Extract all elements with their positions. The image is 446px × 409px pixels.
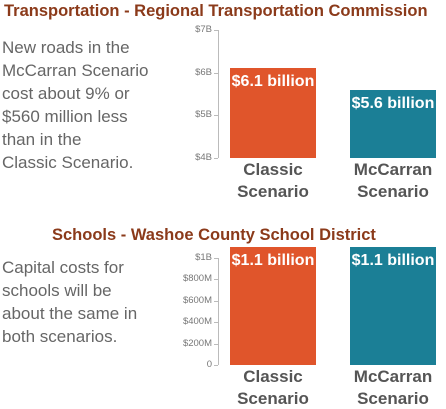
tick-mark [214, 30, 218, 31]
description-line: schools will be [2, 281, 112, 300]
description-line: cost about 9% or [2, 84, 130, 103]
y-tick-label: 0 [206, 359, 212, 370]
bar [350, 89, 436, 158]
tick-mark [214, 279, 218, 281]
y-tick-label: $5B [195, 109, 212, 121]
y-tick-label: $1B [195, 252, 212, 263]
y-tick-label: $200M [182, 337, 212, 349]
tick-mark [214, 322, 218, 324]
description-line: McCarran Scenario [2, 61, 149, 80]
bar-value-label: $1.1 billion [351, 252, 435, 270]
tick-mark [214, 300, 218, 302]
description-line: New roads in the [2, 38, 130, 57]
tick-mark [214, 115, 218, 117]
y-tick-label: $7B [195, 24, 212, 35]
tick-mark [214, 72, 218, 74]
tick-mark [214, 158, 218, 159]
chart-title: Schools - Washoe County School District [52, 226, 376, 244]
description-line: about the same in [2, 304, 138, 323]
x-tick-label: Classic Scenario [237, 367, 309, 408]
description-line: Capital costs for [2, 258, 124, 277]
y-tick-label: $600M [182, 294, 212, 306]
y-tick-label: $800M [182, 273, 212, 285]
y-tick-label: $4B [195, 152, 212, 163]
x-tick-label: McCarran Scenario [353, 160, 433, 201]
x-tick-label: Classic Scenario [237, 160, 309, 201]
description-line: both scenarios. [2, 327, 118, 346]
description-line: than in the [2, 130, 82, 149]
bar [230, 247, 316, 365]
y-axis [218, 258, 219, 365]
bar [230, 68, 316, 158]
bar-value-label: $5.6 billion [351, 94, 435, 112]
y-tick-label: $400M [182, 316, 212, 328]
x-tick-label: McCarran Scenario [353, 367, 433, 408]
bar-value-label: $6.1 billion [231, 73, 315, 91]
tick-mark [214, 365, 218, 366]
y-axis [218, 30, 219, 158]
description-line: Classic Scenario. [2, 153, 134, 172]
y-tick-label: $6B [195, 66, 212, 78]
bar [350, 247, 436, 365]
tick-mark [214, 343, 218, 345]
tick-mark [214, 258, 218, 259]
bar-value-label: $1.1 billion [231, 252, 315, 270]
description-line: $560 million less [2, 107, 128, 126]
chart-title: Transportation - Regional Transportation… [4, 2, 428, 20]
